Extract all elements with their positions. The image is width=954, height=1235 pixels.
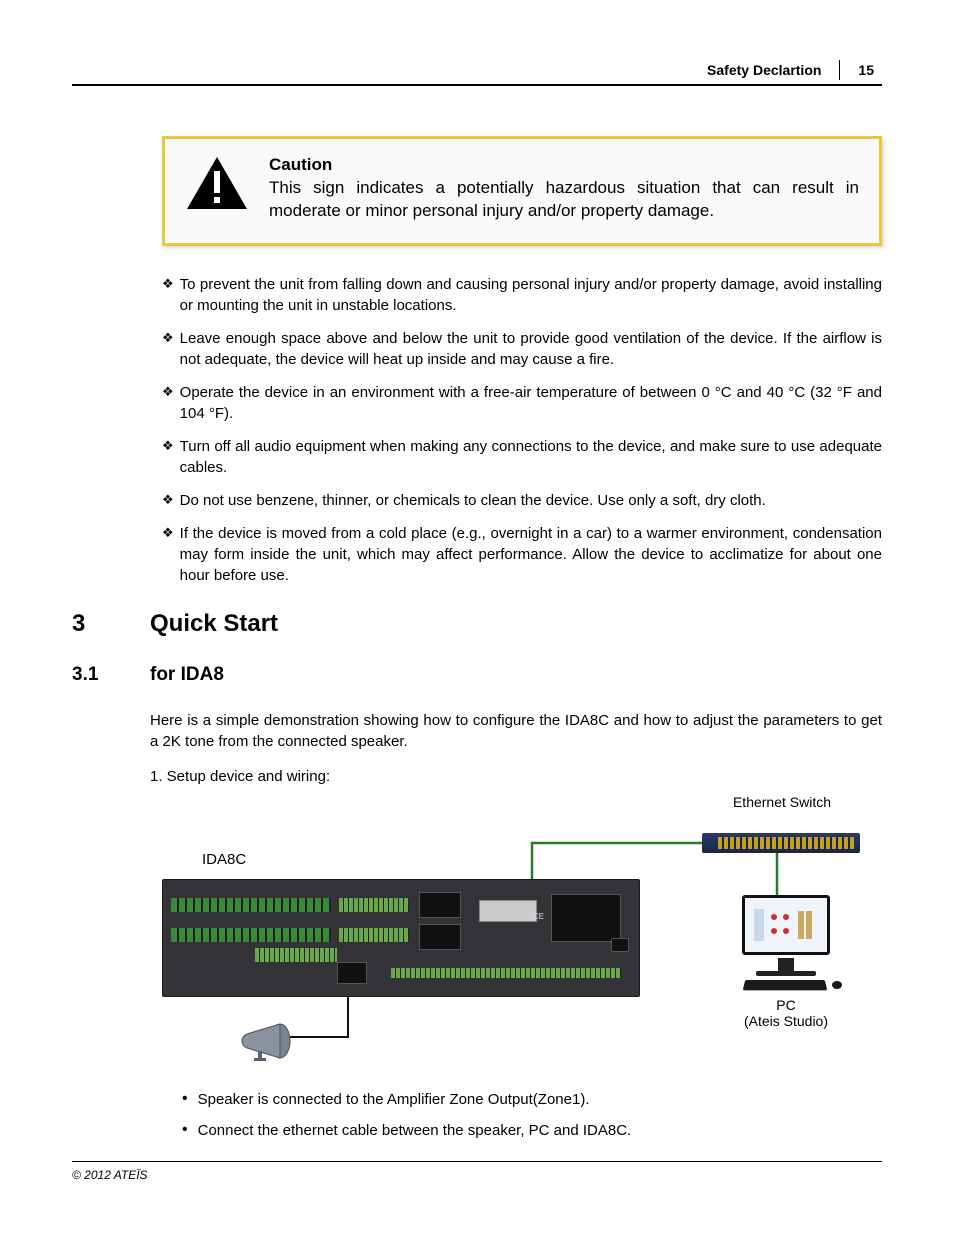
ethernet-ports-icon xyxy=(718,837,854,849)
header-section: Safety Declartion xyxy=(707,62,821,78)
wiring-diagram: Ethernet Switch IDA8C CE xyxy=(162,795,882,1075)
bullet-text: Operate the device in an environment wit… xyxy=(180,382,882,424)
step-1: 1. Setup device and wiring: xyxy=(150,768,882,785)
sub-bullet-text: Connect the ethernet cable between the s… xyxy=(198,1120,632,1141)
pc-label: PC (Ateis Studio) xyxy=(724,997,848,1029)
pc-base-icon xyxy=(756,971,816,976)
page-header: Safety Declartion 15 xyxy=(72,60,882,86)
pc-label-line2: (Ateis Studio) xyxy=(744,1013,828,1029)
bullet-item: ❖ Leave enough space above and below the … xyxy=(162,328,882,370)
bullet-item: ❖ Operate the device in an environment wi… xyxy=(162,382,882,424)
pc-screen-content-icon xyxy=(752,907,820,943)
pc-mouse-icon xyxy=(832,981,842,989)
section-3-heading: 3 Quick Start xyxy=(72,610,882,638)
bullet-text: Turn off all audio equipment when making… xyxy=(180,436,882,478)
ida8c-unit-icon: CE xyxy=(162,879,640,997)
safety-bullet-list: ❖ To prevent the unit from falling down a… xyxy=(162,274,882,586)
bullet-glyph-icon: ❖ xyxy=(162,523,174,544)
bullet-glyph-icon: ❖ xyxy=(162,490,174,511)
bullet-text: Do not use benzene, thinner, or chemical… xyxy=(180,490,766,511)
bullet-item: ❖ Turn off all audio equipment when makin… xyxy=(162,436,882,478)
ida8c-label: IDA8C xyxy=(202,851,246,868)
caution-body: This sign indicates a potentially hazard… xyxy=(269,177,859,223)
bullet-text: If the device is moved from a cold place… xyxy=(180,523,882,586)
subsection-title: for IDA8 xyxy=(150,664,224,686)
subsection-number: 3.1 xyxy=(72,664,150,686)
dot-icon: • xyxy=(182,1089,188,1110)
bullet-glyph-icon: ❖ xyxy=(162,382,174,403)
footer-copyright: © 2012 ATEÏS xyxy=(72,1168,148,1182)
bullet-item: ❖ Do not use benzene, thinner, or chemica… xyxy=(162,490,882,511)
bullet-text: Leave enough space above and below the u… xyxy=(180,328,882,370)
caution-box: Caution This sign indicates a potentiall… xyxy=(162,136,882,246)
bullet-glyph-icon: ❖ xyxy=(162,274,174,295)
section-title: Quick Start xyxy=(150,610,278,638)
bullet-glyph-icon: ❖ xyxy=(162,436,174,457)
sub-bullet-list: • Speaker is connected to the Amplifier Z… xyxy=(182,1089,882,1141)
page-footer: © 2012 ATEÏS xyxy=(72,1161,882,1183)
dot-icon: • xyxy=(182,1120,188,1141)
sub-bullet-text: Speaker is connected to the Amplifier Zo… xyxy=(198,1089,590,1110)
bullet-text: To prevent the unit from falling down an… xyxy=(180,274,882,316)
pc-keyboard-icon xyxy=(743,980,828,990)
caution-title: Caution xyxy=(269,155,859,175)
intro-paragraph: Here is a simple demonstration showing h… xyxy=(150,710,882,752)
section-number: 3 xyxy=(72,610,150,638)
pc-label-line1: PC xyxy=(776,997,795,1013)
bullet-item: ❖ To prevent the unit from falling down a… xyxy=(162,274,882,316)
bullet-item: ❖ If the device is moved from a cold plac… xyxy=(162,523,882,586)
sub-bullet-item: • Speaker is connected to the Amplifier Z… xyxy=(182,1089,882,1110)
ethernet-switch-label: Ethernet Switch xyxy=(722,795,842,810)
bullet-glyph-icon: ❖ xyxy=(162,328,174,349)
header-page-number: 15 xyxy=(839,60,882,80)
pc-stand-icon xyxy=(778,958,794,972)
speaker-icon xyxy=(236,1021,292,1061)
sub-bullet-item: • Connect the ethernet cable between the … xyxy=(182,1120,882,1141)
warning-icon xyxy=(185,155,249,211)
section-3-1-heading: 3.1 for IDA8 xyxy=(72,664,882,686)
